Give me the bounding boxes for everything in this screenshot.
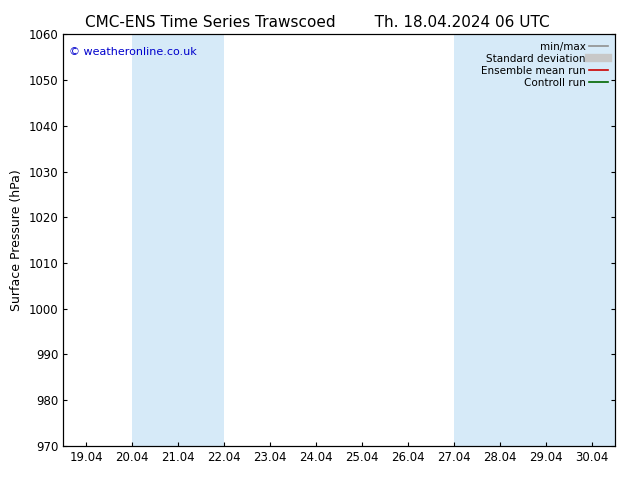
Bar xyxy=(454,34,546,446)
Text: © weatheronline.co.uk: © weatheronline.co.uk xyxy=(69,47,197,57)
Legend: min/max, Standard deviation, Ensemble mean run, Controll run: min/max, Standard deviation, Ensemble me… xyxy=(479,40,610,90)
Text: CMC-ENS Time Series Trawscoed        Th. 18.04.2024 06 UTC: CMC-ENS Time Series Trawscoed Th. 18.04.… xyxy=(85,15,549,30)
Y-axis label: Surface Pressure (hPa): Surface Pressure (hPa) xyxy=(10,169,23,311)
Bar xyxy=(546,34,615,446)
Bar xyxy=(133,34,224,446)
